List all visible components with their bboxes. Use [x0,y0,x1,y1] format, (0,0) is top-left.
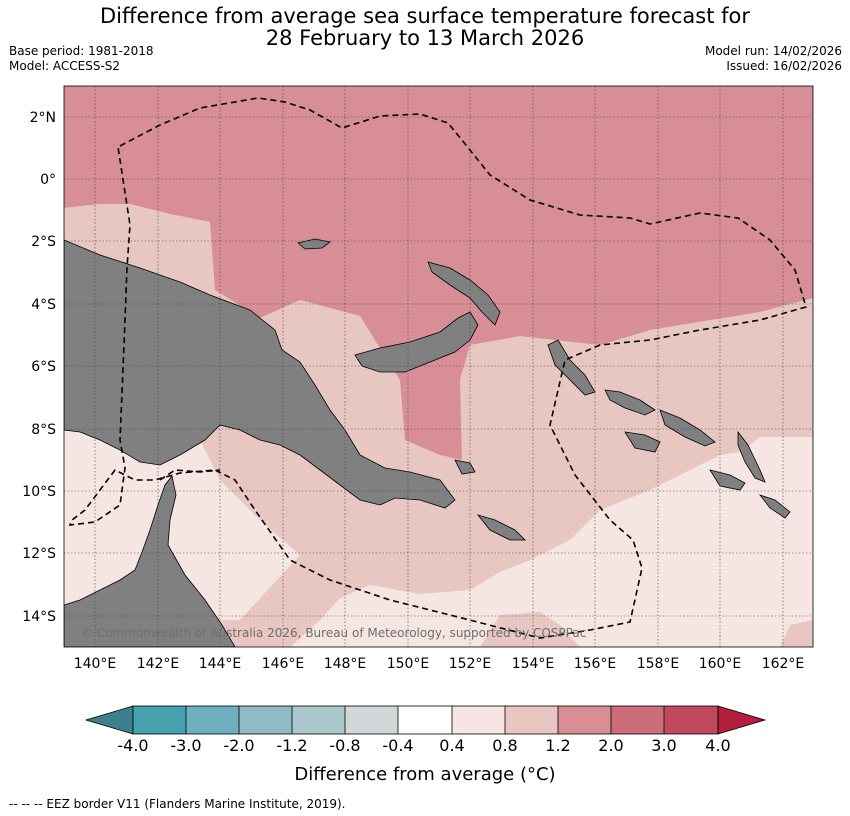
lat-label: 0° [40,172,56,188]
anomaly-band-0.8-1.2-se [780,620,813,647]
colorbar-tick-label: 1.2 [545,736,570,755]
colorbar-tick-label: -3.0 [170,736,201,755]
lon-label: 140°E [74,656,117,672]
colorbar-tick-label: -0.4 [382,736,413,755]
colorbar-swatch [345,706,398,734]
anomaly-band-0.8-1.2-s [480,612,580,647]
lon-axis-labels: 140°E 142°E 144°E 146°E 148°E 150°E 152°… [74,656,805,672]
lon-label: 144°E [199,656,242,672]
lat-label: 8°S [31,422,56,438]
colorbar-max-arrow [717,705,767,735]
colorbar-tick-label: 0.8 [492,736,517,755]
eez-border [68,97,807,639]
base-period: Base period: 1981-2018 [9,44,154,58]
colorbar-tick-label: -0.8 [329,736,360,755]
lat-label: 2°N [30,110,56,126]
lat-label: 14°S [22,609,56,625]
map-title-line1: Difference from average sea surface temp… [100,4,750,28]
colorbar-tick-label: -2.0 [223,736,254,755]
lon-label: 158°E [637,656,680,672]
colorbar-swatch [505,706,558,734]
lon-label: 146°E [262,656,305,672]
colorbar-swatch [186,706,239,734]
solomons-makira-land [709,469,746,491]
solomons-guadalcanal-land [624,431,661,453]
colorbar-tick-label: 4.0 [705,736,730,755]
lon-label: 148°E [324,656,367,672]
colorbar-tick-label: 0.4 [439,736,464,755]
meta-right: Model run: 14/02/2026 Issued: 16/02/2026 [705,44,842,74]
lat-axis-labels: 2°N 0° 2°S 4°S 6°S 8°S 10°S 12°S 14°S [22,110,56,625]
new-guinea-land [64,239,456,509]
eez-footnote: -- -- -- EEZ border V11 (Flanders Marine… [9,797,346,811]
colorbar-swatch [611,706,664,734]
colorbar-frame [132,705,719,735]
colorbar-swatch [133,706,186,734]
lon-label: 154°E [512,656,555,672]
solomons-choiseul-land [604,389,656,416]
map-frame [63,85,814,648]
lat-label: 12°S [22,546,56,562]
colorbar-tick-label: 2.0 [598,736,623,755]
colorbar-swatch [292,706,345,734]
map-graticule [64,86,813,647]
manus-island-land [297,238,331,250]
model-name: Model: ACCESS-S2 [9,59,121,73]
land-masses [64,238,791,647]
colorbar-swatch [452,706,505,734]
lon-label: 150°E [387,656,430,672]
model-run: Model run: 14/02/2026 [704,44,842,58]
lon-label: 156°E [574,656,617,672]
map-title-line2: 28 February to 13 March 2026 [265,26,585,50]
colorbar-swatch [558,706,611,734]
solomons-santa-isabel-land [659,409,716,447]
colorbar-tick-label: -4.0 [117,736,148,755]
colorbar-title: Difference from average (°C) [294,764,556,785]
colorbar-swatch [398,706,452,734]
colorbar: -4.0 -3.0 -2.0 -1.2 -0.8 -0.4 0.4 0.8 1.… [84,705,767,755]
new-britain-land [354,311,479,373]
lon-label: 142°E [137,656,180,672]
lat-label: 10°S [22,484,56,500]
new-ireland-land [427,261,501,326]
colorbar-min-arrow [84,705,134,735]
copyright-notice: © Commonwealth of Australia 2026, Bureau… [81,626,586,640]
vanuatu-espiritu-land [758,494,791,519]
lat-label: 4°S [31,297,56,313]
lon-label: 152°E [449,656,492,672]
lon-label: 162°E [762,656,805,672]
colorbar-tick-label: -1.2 [276,736,307,755]
solomons-malaita-land [737,430,766,483]
issued-date: Issued: 16/02/2026 [726,59,842,73]
dentrecasteaux-islands-land [454,459,476,475]
colorbar-swatch [664,706,718,734]
colorbar-tick-label: 3.0 [651,736,676,755]
lon-label: 160°E [699,656,742,672]
meta-left: Base period: 1981-2018 Model: ACCESS-S2 [9,44,154,74]
louisiade-islands-land [476,514,526,541]
lat-label: 6°S [31,359,56,375]
eez-border-inner [159,469,221,481]
lat-label: 2°S [31,234,56,250]
colorbar-swatch [239,706,292,734]
map-plot-area [64,86,813,647]
